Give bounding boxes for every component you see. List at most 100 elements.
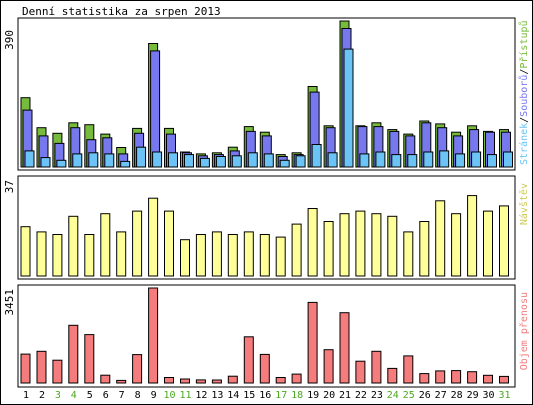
pages-bar [439,150,450,168]
pages-bar [199,157,210,168]
x-tick-label: 27 [435,390,447,401]
x-axis-labels: 1 2 3 4 5 6 7 8 9 10 11 12 13 14 15 16 17 18 19 20 21 22 23 24 2… [23,390,511,401]
x-tick-label: 11 [179,390,191,401]
pages-bar [168,152,178,168]
visits-bar [52,234,63,277]
kbytes-bar [467,371,478,384]
kbytes-bar [36,350,47,384]
kbytes-bar [339,312,350,384]
x-tick-label: 20 [323,390,335,401]
kbytes-bar [403,355,414,384]
visits-bar [499,205,509,277]
x-tick-label: 1 [23,390,29,401]
pages-bar [343,48,354,168]
x-tick-label: 21 [339,390,351,401]
visits-bar [307,208,318,277]
pages-bar [327,152,338,168]
pages-bar [295,155,306,168]
kbytes-bar [451,370,462,384]
x-tick-label: 3 [55,390,61,401]
x-tick-label: 26 [419,390,431,401]
visits-bar [435,200,446,277]
x-tick-label: 10 [163,390,175,401]
kbytes-bar [499,375,509,384]
pages-bar [487,154,497,168]
kbytes-bar [387,367,398,384]
visits-bar [132,210,143,277]
visits-bar [291,223,302,277]
x-tick-label: 5 [87,390,93,401]
kbytes-bar [419,373,430,384]
pages-bar [40,157,51,168]
pages-bar [56,159,67,168]
x-tick-label: 25 [403,390,415,401]
x-tick-label: 17 [275,390,287,401]
kbytes-bar [116,379,127,384]
kbytes-panel-frame [17,284,516,388]
x-tick-label: 28 [451,390,463,401]
kbytes-bar [100,374,111,384]
visits-bar [100,213,111,277]
legend-hits-label: Přístupů [518,20,530,68]
x-tick-label: 29 [467,390,479,401]
kbytes-bar [164,377,174,384]
visits-bar [164,210,174,277]
visits-bar [387,215,398,277]
kbytes-panel-ymax-label: 3451 [3,289,16,316]
pages-bar [120,160,131,168]
kbytes-bar [227,375,238,384]
visits-bar [227,234,238,277]
visits-bar [419,221,430,277]
x-tick-label: 16 [259,390,271,401]
pages-bar [104,153,115,168]
x-tick-label: 22 [355,390,367,401]
kbytes-bar [132,354,143,384]
pages-bar [215,156,226,168]
x-tick-label: 14 [227,390,239,401]
kbytes-bar [371,350,382,384]
visits-bar [68,215,79,277]
x-tick-label: 12 [195,390,207,401]
kbytes-bar [259,353,270,384]
bars-layer [20,20,513,384]
x-tick-label: 8 [135,390,141,401]
kbytes-bar [52,359,63,384]
x-tick-label: 7 [119,390,125,401]
pages-bar [247,152,258,168]
visits-bar [339,213,350,277]
visits-bar [180,239,190,277]
pages-bar [407,154,418,168]
chart-title: Denní statistika za srpen 2013 [22,5,221,18]
pages-bar [184,154,194,168]
x-tick-label: 13 [211,390,223,401]
files-bar [150,50,161,168]
pages-bar [24,150,35,168]
visits-bar [403,231,414,277]
x-tick-label: 24 [387,390,399,401]
visits-bar [355,210,366,277]
visits-bar [195,234,206,277]
visits-bar [243,231,254,277]
kbytes-bar [20,353,31,384]
pages-bar [263,153,274,168]
kbytes-bar [323,349,334,384]
visits-bar [116,231,127,277]
kbytes-bar [68,324,79,384]
kbytes-bar [195,379,206,384]
visits-bar [371,213,382,277]
x-tick-label: 31 [498,390,510,401]
legend-files-label: Souborů [518,75,530,117]
x-tick-label: 30 [482,390,494,401]
pages-bar [88,152,99,168]
legend-separator-2: / [519,69,530,75]
visits-bar [259,234,270,277]
kbytes-bar [84,334,95,384]
pages-bar [279,159,290,168]
pages-bar [471,151,482,168]
visits-panel-ymax-label: 37 [3,180,16,193]
visits-bar [451,213,462,277]
visits-bar [323,221,334,277]
pages-bar [152,151,163,168]
visits-panel-legend: Návštěv [518,183,530,225]
